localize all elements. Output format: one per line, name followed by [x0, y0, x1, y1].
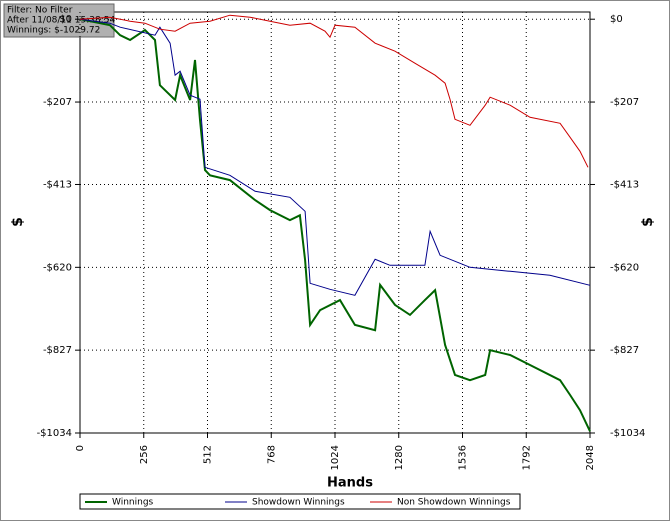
x-tick-label: 1024	[330, 445, 341, 470]
x-axis-label: Hands	[327, 476, 373, 491]
x-tick-label: 768	[266, 445, 277, 464]
y-tick-label: -$1034	[37, 428, 72, 439]
legend-label: Non Showdown Winnings	[397, 498, 511, 508]
y2-tick-label: -$827	[610, 345, 639, 356]
x-tick-label: 1792	[521, 445, 532, 470]
info-box	[3, 3, 115, 38]
y2-tick-label: -$620	[610, 262, 639, 273]
info-line: After 11/08/11 15:38:54	[7, 16, 115, 26]
y2-tick-label: -$413	[610, 179, 639, 190]
y-tick-label: -$413	[43, 179, 72, 190]
x-tick-label: 0	[75, 445, 86, 451]
info-line: Winnings: $-1029.72	[7, 26, 100, 36]
x-tick-label: 512	[203, 445, 214, 464]
x-tick-label: 1536	[458, 445, 469, 470]
y-tick-label: -$827	[43, 345, 72, 356]
legend-label: Showdown Winnings	[252, 498, 345, 508]
y2-axis-label: $	[640, 217, 656, 227]
y2-tick-label: $0	[610, 14, 623, 25]
y2-tick-label: -$207	[610, 97, 639, 108]
x-tick-label: 256	[139, 445, 150, 464]
y-tick-label: $0	[59, 14, 72, 25]
y2-tick-label: -$1034	[610, 428, 645, 439]
y-tick-label: -$620	[43, 262, 72, 273]
y-axis-label: $	[10, 217, 26, 227]
series-line	[79, 18, 591, 296]
series-line	[79, 18, 591, 432]
x-tick-label: 1280	[394, 445, 405, 470]
info-line: Filter: No Filter	[7, 6, 73, 16]
legend-box	[79, 493, 521, 510]
legend-label: Winnings	[112, 498, 154, 508]
y-tick-label: -$207	[43, 97, 72, 108]
series-line	[79, 14, 589, 168]
x-tick-label: 2048	[585, 445, 596, 470]
